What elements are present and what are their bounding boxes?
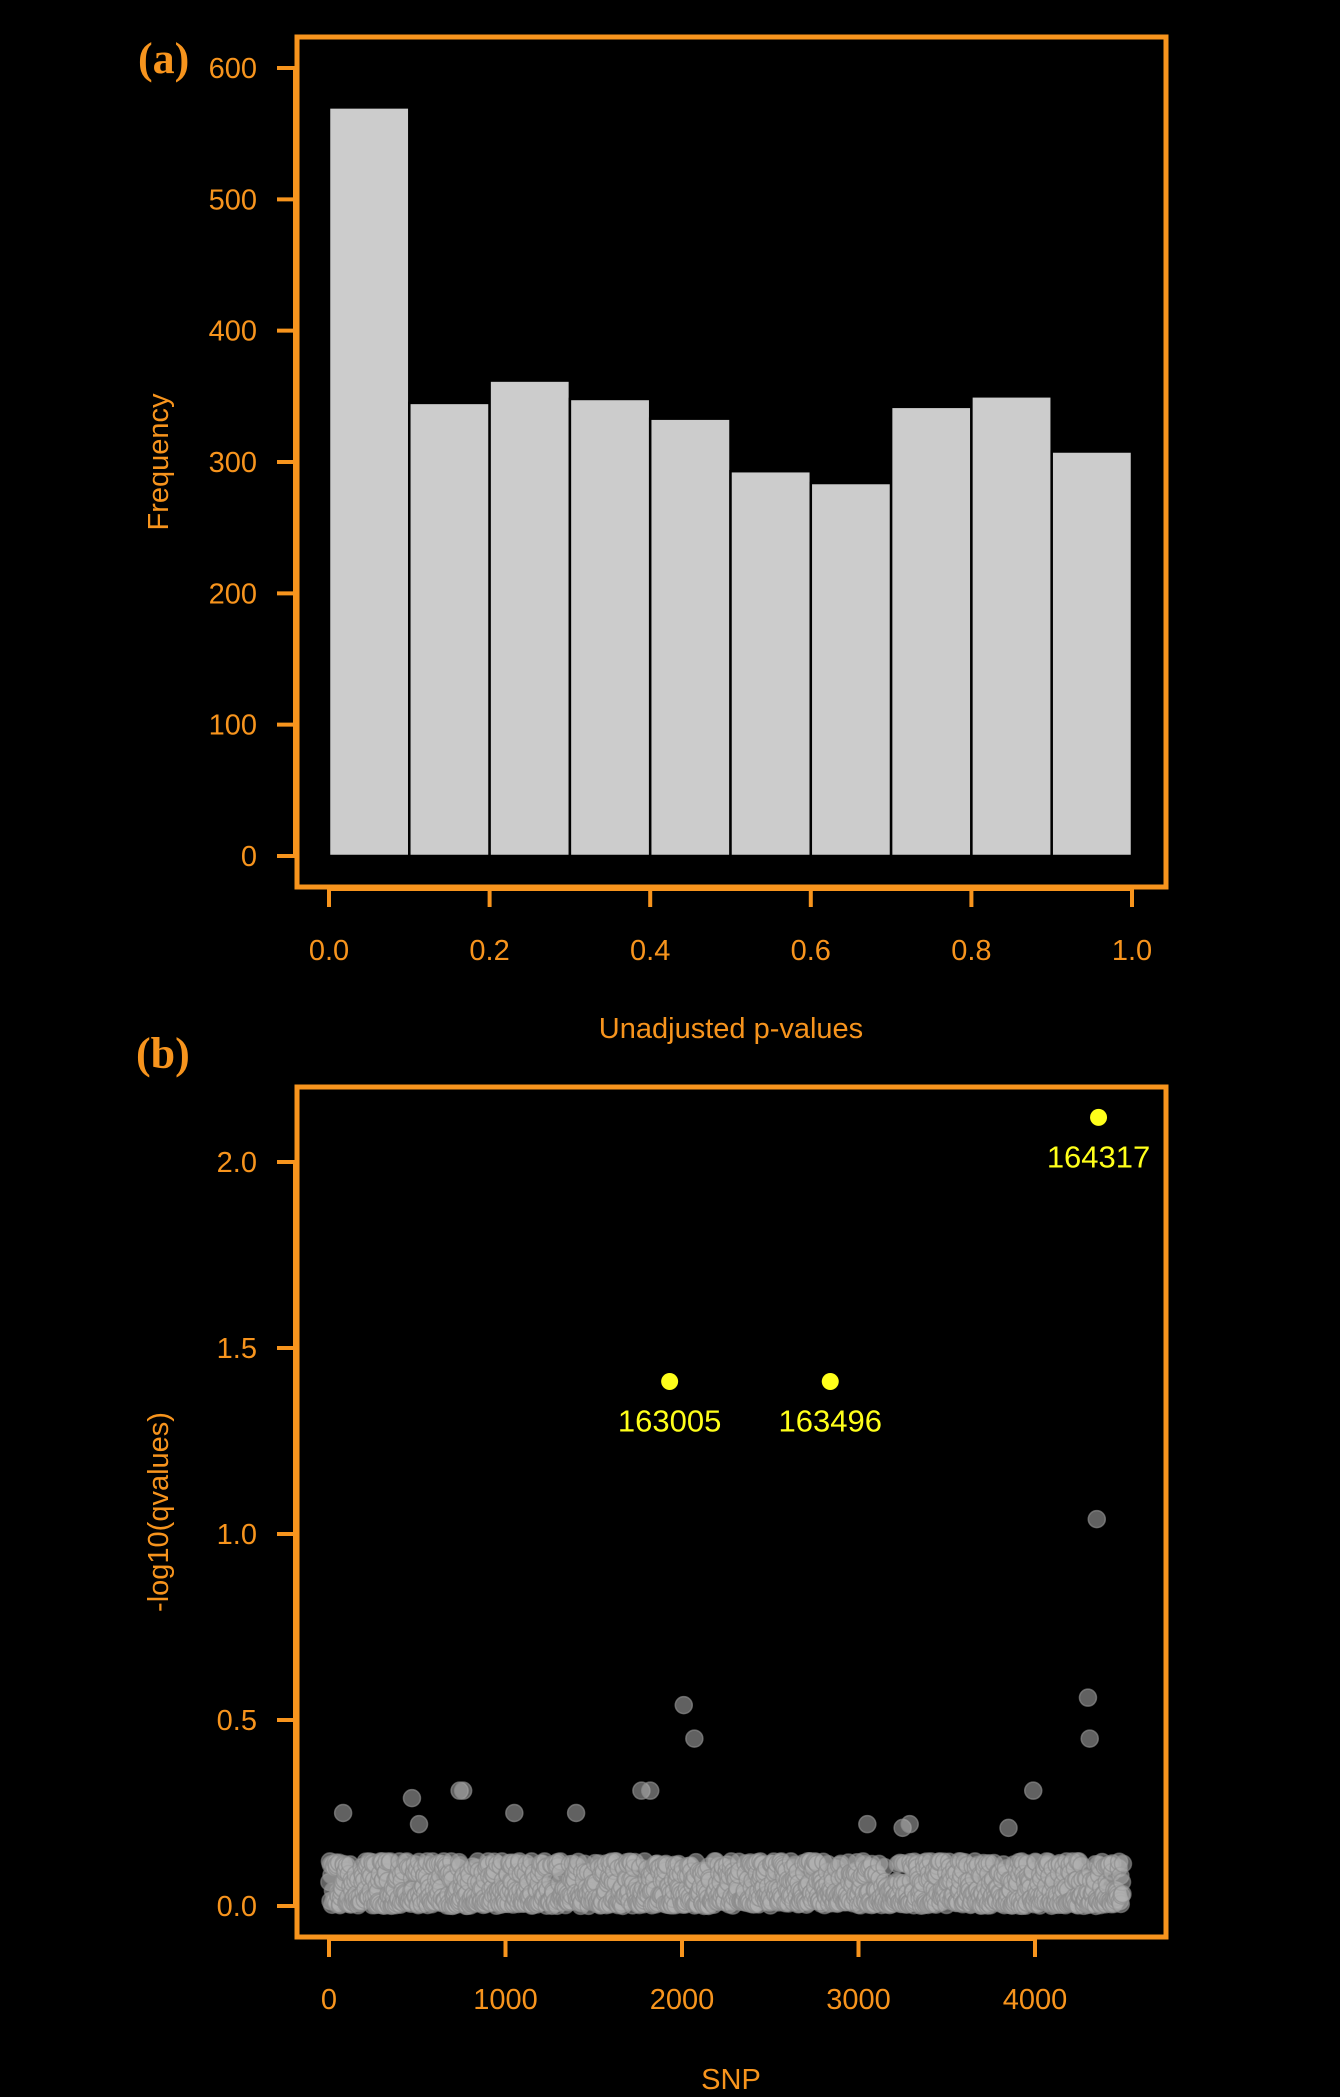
y-tick-label: 2.0 — [217, 1147, 257, 1179]
scatter-point — [333, 1803, 353, 1823]
highlighted-point — [821, 1372, 839, 1390]
panel-label-a: (a) — [138, 34, 189, 83]
scatter-point — [1078, 1688, 1098, 1707]
scatter-point — [1023, 1781, 1043, 1800]
highlighted-point — [661, 1372, 679, 1390]
histogram-y-axis: 0 100 200 300 400 500 600 — [209, 53, 297, 873]
histogram-bar — [408, 401, 491, 858]
histogram-bar — [970, 395, 1053, 858]
scatter-point — [1080, 1729, 1099, 1748]
y-tick-label: 0 — [241, 841, 257, 873]
x-tick-label: 0 — [321, 1984, 337, 2016]
histogram-bar — [568, 397, 652, 858]
scatter-x-axis-title: SNP — [701, 2064, 761, 2096]
histogram-bar — [1050, 450, 1134, 858]
scatter-point — [674, 1695, 694, 1715]
scatter-y-axis: 0.0 0.5 1.0 1.5 2.0 — [217, 1147, 297, 1923]
y-tick-label: 400 — [209, 316, 257, 348]
scatter-points — [333, 1509, 1107, 1838]
y-tick-label: 0.5 — [217, 1705, 257, 1737]
highlighted-point-label: 163005 — [618, 1403, 721, 1438]
scatter-point — [453, 1781, 473, 1800]
histogram-bar — [729, 469, 813, 858]
scatter-point — [999, 1818, 1018, 1838]
panel-label-b: (b) — [136, 1029, 190, 1078]
histogram-x-axis-title: Unadjusted p-values — [599, 1013, 863, 1045]
histogram-bar — [488, 379, 572, 858]
highlighted-point-label: 163496 — [779, 1403, 882, 1438]
highlighted-point — [1090, 1108, 1108, 1126]
scatter-point — [900, 1814, 919, 1834]
scatter-point — [566, 1803, 586, 1823]
scatter-y-axis-title: -log10(qvalues) — [143, 1412, 175, 1612]
histogram-x-axis: 0.0 0.2 0.4 0.6 0.8 1.0 — [309, 887, 1152, 967]
histogram-y-axis-title: Frequency — [143, 393, 175, 531]
y-tick-label: 200 — [209, 578, 257, 610]
histogram-bar — [809, 481, 893, 858]
scatter-point — [505, 1803, 524, 1823]
highlighted-snps: 163005 163496 164317 — [618, 1108, 1150, 1438]
y-tick-label: 600 — [209, 53, 257, 85]
x-tick-label: 0.4 — [630, 935, 670, 967]
x-tick-label: 4000 — [1003, 1984, 1068, 2016]
y-tick-label: 0.0 — [217, 1891, 257, 1923]
histogram-bars — [327, 106, 1134, 858]
histogram-panel: 0.0 0.2 0.4 0.6 0.8 1.0 0 100 200 300 400 500 600 (… — [138, 34, 1169, 1045]
scatter-point — [1087, 1509, 1107, 1529]
y-tick-label: 1.5 — [217, 1333, 257, 1365]
x-tick-label: 3000 — [826, 1984, 891, 2016]
baseline-point-cloud — [320, 1852, 1133, 1916]
x-tick-label: 2000 — [650, 1984, 715, 2016]
y-tick-label: 1.0 — [217, 1519, 257, 1551]
scatter-point — [858, 1814, 877, 1834]
highlighted-point-label: 164317 — [1047, 1139, 1150, 1174]
x-tick-label: 0.0 — [309, 935, 349, 967]
scatter-point — [402, 1788, 422, 1808]
histogram-bar — [889, 405, 973, 858]
x-tick-label: 1000 — [473, 1984, 538, 2016]
x-tick-label: 1.0 — [1112, 935, 1152, 967]
scatter-x-axis: 0 1000 2000 3000 4000 — [321, 1937, 1068, 2016]
baseline-point — [1113, 1854, 1133, 1873]
scatter-panel: 163005 163496 164317 0 1000 2000 3000 4000 0.0… — [136, 1029, 1169, 2096]
y-tick-label: 300 — [209, 447, 257, 479]
y-tick-label: 100 — [209, 710, 257, 742]
y-tick-label: 500 — [209, 184, 257, 216]
x-tick-label: 0.8 — [951, 935, 991, 967]
x-tick-label: 0.2 — [469, 935, 509, 967]
baseline-point — [1113, 1884, 1132, 1904]
histogram-bar — [648, 417, 732, 858]
scatter-point — [640, 1781, 660, 1800]
x-tick-label: 0.6 — [791, 935, 831, 967]
scatter-point — [685, 1729, 704, 1748]
scatter-point — [409, 1814, 429, 1834]
histogram-bar — [327, 106, 411, 858]
